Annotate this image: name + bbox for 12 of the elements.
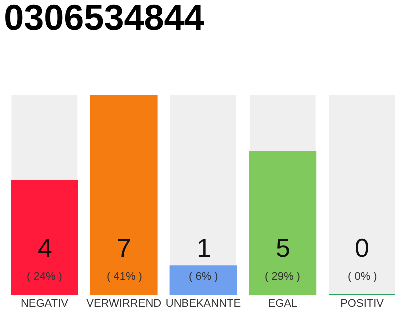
chart-title: 0306534844 xyxy=(4,0,204,38)
x-tick-label: EGAL xyxy=(268,298,298,310)
bar xyxy=(170,266,238,295)
x-tick-label: UNBEKANNTE xyxy=(166,298,242,310)
x-tick-label: NEGATIV xyxy=(20,298,70,310)
data-label: 0 ( 0% ) xyxy=(348,233,378,283)
data-label: 1 ( 6% ) xyxy=(189,233,218,283)
data-label: 7 ( 41% ) xyxy=(107,233,142,283)
data-label: 4 ( 24% ) xyxy=(27,233,62,283)
x-tick-label: POSITIV xyxy=(340,298,385,310)
x-tick-label: VERWIRREND xyxy=(86,298,162,310)
data-label: 5 ( 29% ) xyxy=(265,233,300,283)
